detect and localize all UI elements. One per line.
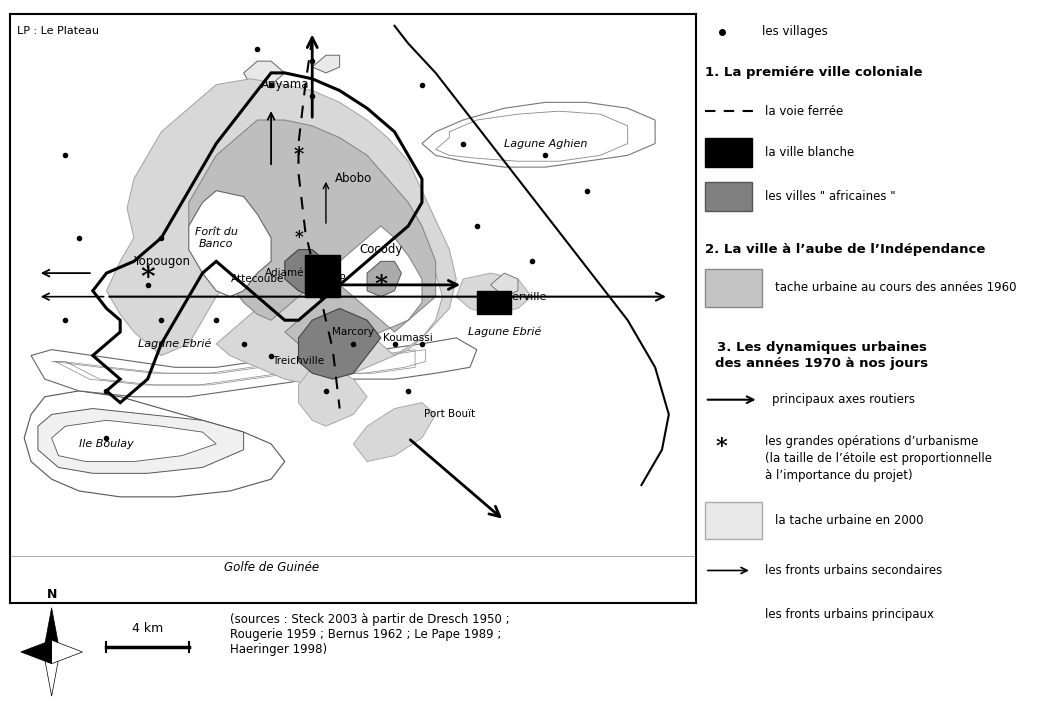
Text: Cocody: Cocody (359, 243, 402, 256)
Text: LP : Le Plateau: LP : Le Plateau (18, 26, 99, 36)
Polygon shape (43, 608, 60, 652)
Text: Forît du
Banco: Forît du Banco (195, 227, 238, 249)
Text: Marcory: Marcory (332, 327, 375, 337)
Text: N: N (46, 588, 57, 601)
Text: la tache urbaine en 2000: la tache urbaine en 2000 (775, 514, 923, 527)
Polygon shape (21, 640, 51, 664)
Polygon shape (422, 102, 655, 167)
Bar (705, 269, 762, 306)
Polygon shape (244, 61, 285, 85)
Text: les fronts urbains secondaires: les fronts urbains secondaires (765, 564, 942, 577)
Polygon shape (312, 55, 339, 73)
Polygon shape (285, 250, 333, 297)
Text: 4 km: 4 km (132, 622, 163, 635)
Text: Koumassi: Koumassi (383, 333, 433, 343)
Bar (705, 502, 762, 539)
Text: les fronts urbains principaux: les fronts urbains principaux (765, 608, 934, 621)
Text: Bingerville: Bingerville (488, 292, 548, 301)
Text: LP: LP (334, 274, 346, 284)
Text: Port Bouït: Port Bouït (424, 409, 475, 419)
Polygon shape (490, 273, 518, 297)
Text: Lagune Aghien: Lagune Aghien (504, 139, 587, 149)
Text: Attecoubé: Attecoubé (230, 274, 284, 284)
Text: Adjamé: Adjamé (265, 268, 305, 278)
Polygon shape (51, 421, 216, 461)
Polygon shape (188, 191, 271, 297)
Bar (705, 182, 752, 211)
Text: Golfe de Guinée: Golfe de Guinée (223, 561, 318, 574)
Text: (sources : Steck 2003 à partir de Dresch 1950 ;
Rougerie 1959 ; Bernus 1962 ; Le: (sources : Steck 2003 à partir de Dresch… (230, 613, 510, 655)
Bar (476, 291, 511, 314)
Text: les villes " africaines ": les villes " africaines " (765, 190, 896, 203)
Text: Yopougon: Yopougon (133, 255, 190, 268)
Text: *: * (374, 273, 387, 297)
Text: *: * (716, 436, 728, 458)
Polygon shape (24, 391, 285, 497)
Text: la ville blanche: la ville blanche (765, 146, 854, 159)
Polygon shape (354, 402, 436, 461)
Text: Treichville: Treichville (272, 356, 325, 367)
Text: Ile Boulay: Ile Boulay (80, 439, 134, 449)
Text: *: * (294, 229, 303, 246)
Text: la voie ferrée: la voie ferrée (765, 104, 844, 118)
Polygon shape (43, 652, 60, 696)
Polygon shape (298, 367, 367, 426)
Text: 1. La premiére ville coloniale: 1. La premiére ville coloniale (705, 67, 922, 79)
Polygon shape (456, 273, 532, 314)
Text: tache urbaine au cours des années 1960: tache urbaine au cours des années 1960 (775, 281, 1017, 294)
Text: principaux axes routiers: principaux axes routiers (772, 393, 915, 406)
Polygon shape (188, 120, 436, 350)
Text: Abobo: Abobo (335, 172, 372, 185)
Text: *: * (293, 147, 304, 164)
Text: les villages: les villages (762, 25, 827, 38)
Polygon shape (367, 261, 401, 297)
Bar (705, 137, 752, 167)
Polygon shape (51, 640, 83, 664)
Text: *: * (140, 266, 155, 292)
Text: Lagune Ebrié: Lagune Ebrié (468, 327, 541, 337)
Bar (306, 255, 339, 297)
Polygon shape (38, 409, 244, 473)
Text: Lagune Ebrié: Lagune Ebrié (138, 339, 211, 349)
Text: 2. La ville à l’aube de l’Indépendance: 2. La ville à l’aube de l’Indépendance (705, 243, 985, 256)
Text: 3. Les dynamiques urbaines
des années 1970 à nos jours: 3. Les dynamiques urbaines des années 19… (715, 341, 928, 370)
Polygon shape (298, 308, 381, 379)
Text: les grandes opérations d’urbanisme
(la taille de l’étoile est proportionnelle
à : les grandes opérations d’urbanisme (la t… (765, 435, 993, 482)
Polygon shape (107, 79, 456, 385)
Polygon shape (31, 338, 476, 397)
Text: Anyama: Anyama (261, 79, 309, 91)
